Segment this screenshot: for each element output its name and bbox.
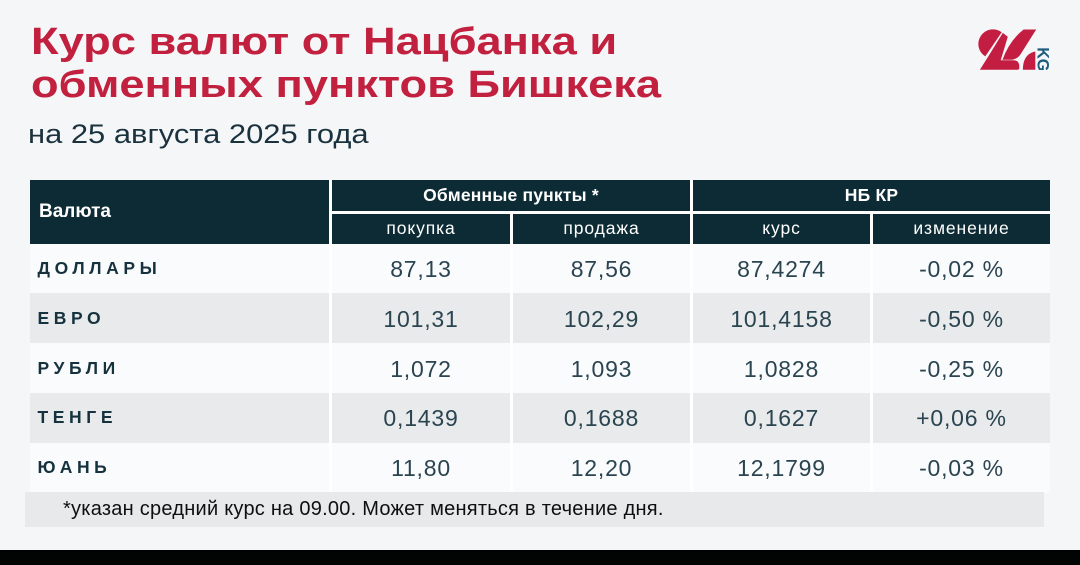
svg-text:KG: KG: [1034, 47, 1051, 70]
